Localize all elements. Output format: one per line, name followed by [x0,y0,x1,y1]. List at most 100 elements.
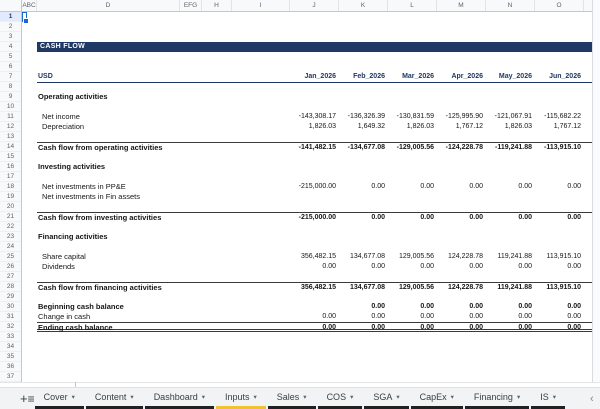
row-label-cell[interactable]: Investing activities [38,162,106,171]
value-cell[interactable]: -141,482.15 [298,144,336,151]
row-header-34[interactable]: 34 [0,342,21,352]
value-cell[interactable]: 0.00 [371,263,385,270]
currency-label-cell[interactable]: USD [38,73,53,80]
row-header-10[interactable]: 10 [0,102,21,112]
row-header-12[interactable]: 12 [0,122,21,132]
sheet-tab-financing[interactable]: Financing ▾ [464,388,530,409]
value-cell[interactable]: 0.00 [567,324,581,331]
fill-handle[interactable] [23,18,29,24]
add-sheet-button[interactable]: + [20,391,28,406]
value-cell[interactable]: 0.00 [567,263,581,270]
value-cell[interactable]: -115,682.22 [544,113,581,120]
value-cell[interactable]: 113,915.10 [546,284,581,291]
value-cell[interactable]: 0.00 [322,263,336,270]
column-header-ABC[interactable]: ABC [22,0,37,11]
value-cell[interactable]: 0.00 [469,324,483,331]
row-header-18[interactable]: 18 [0,182,21,192]
value-cell[interactable]: 1,767.12 [553,123,581,130]
row-header-17[interactable]: 17 [0,172,21,182]
chevron-down-icon[interactable]: ▾ [396,394,400,401]
sheet-tab-content[interactable]: Content ▾ [85,388,143,409]
value-cell[interactable]: -130,831.59 [396,113,434,120]
value-cell[interactable]: 0.00 [567,214,581,221]
sheet-tab-dashboard[interactable]: Dashboard ▾ [144,388,214,409]
value-cell[interactable]: 0.00 [518,263,532,270]
value-cell[interactable]: 0.00 [371,214,385,221]
value-cell[interactable]: 1,649.32 [357,123,385,130]
row-header-15[interactable]: 15 [0,152,21,162]
chevron-down-icon[interactable]: ▾ [552,394,556,401]
row-header-37[interactable]: 37 [0,372,21,382]
row-header-32[interactable]: 32 [0,322,21,332]
value-cell[interactable]: 119,241.88 [497,284,532,291]
row-header-11[interactable]: 11 [0,112,21,122]
row-header-5[interactable]: 5 [0,52,21,62]
row-header-23[interactable]: 23 [0,232,21,242]
value-cell[interactable]: 0.00 [567,303,581,310]
value-cell[interactable]: 124,228.78 [447,284,483,291]
value-cell[interactable]: 356,482.15 [300,284,336,291]
value-cell[interactable]: 0.00 [420,263,434,270]
chevron-down-icon[interactable]: ▾ [201,394,205,401]
value-cell[interactable]: 0.00 [371,303,385,310]
row-label-cell[interactable]: Ending cash balance [38,323,113,332]
row-header-20[interactable]: 20 [0,202,21,212]
sheet-tab-inputs[interactable]: Inputs ▾ [215,388,266,409]
row-label-cell[interactable]: Depreciation [42,122,85,131]
value-cell[interactable]: 0.00 [420,303,434,310]
row-label-cell[interactable]: Share capital [42,252,86,261]
value-cell[interactable]: 0.00 [469,214,483,221]
row-header-3[interactable]: 3 [0,32,21,42]
column-header-O[interactable]: O [535,0,584,11]
value-cell[interactable]: 0.00 [420,324,434,331]
row-header-14[interactable]: 14 [0,142,21,152]
value-cell[interactable]: 0.00 [469,183,483,190]
row-header-31[interactable]: 31 [0,312,21,322]
chevron-down-icon[interactable]: ▾ [130,394,134,401]
value-cell[interactable]: -119,241.88 [495,144,532,151]
month-header-cell[interactable]: Jan_2026 [304,73,336,80]
month-header-cell[interactable]: Mar_2026 [402,73,434,80]
tabs-scroll-left-icon[interactable]: ‹ [589,392,594,405]
value-cell[interactable]: -129,005.56 [396,144,434,151]
row-header-16[interactable]: 16 [0,162,21,172]
row-label-cell[interactable]: Beginning cash balance [38,302,124,311]
row-header-8[interactable]: 8 [0,82,21,92]
cash-flow-title-cell[interactable]: CASH FLOW [37,42,592,52]
chevron-down-icon[interactable]: ▾ [303,394,307,401]
value-cell[interactable]: 0.00 [371,313,385,320]
value-cell[interactable]: -125,995.90 [445,113,483,120]
column-header-J[interactable]: J [290,0,339,11]
row-header-7[interactable]: 7 [0,72,21,82]
value-cell[interactable]: 0.00 [567,183,581,190]
value-cell[interactable]: 0.00 [518,183,532,190]
value-cell[interactable]: 134,677.08 [349,253,385,260]
value-cell[interactable]: 0.00 [518,324,532,331]
row-header-9[interactable]: 9 [0,92,21,102]
value-cell[interactable]: 113,915.10 [546,253,581,260]
row-header-30[interactable]: 30 [0,302,21,312]
chevron-down-icon[interactable]: ▾ [516,394,521,401]
value-cell[interactable]: 1,826.03 [406,123,434,130]
value-cell[interactable]: 0.00 [322,313,336,320]
value-cell[interactable]: -215,000.00 [298,214,336,221]
value-cell[interactable]: -124,228.78 [445,144,483,151]
month-header-cell[interactable]: May_2026 [498,73,532,80]
row-header-13[interactable]: 13 [0,132,21,142]
select-all-corner[interactable] [0,0,22,12]
column-header-K[interactable]: K [339,0,388,11]
value-cell[interactable]: 0.00 [322,324,336,331]
column-header-M[interactable]: M [437,0,486,11]
month-header-cell[interactable]: Apr_2026 [451,73,483,80]
row-label-cell[interactable]: Financing activities [38,232,108,241]
value-cell[interactable]: 0.00 [518,303,532,310]
chevron-down-icon[interactable]: ▾ [253,394,257,401]
value-cell[interactable]: -215,000.00 [298,183,336,190]
value-cell[interactable]: 0.00 [567,313,581,320]
row-label-cell[interactable]: Change in cash [38,312,91,321]
value-cell[interactable]: 129,005.56 [398,284,434,291]
row-label-cell[interactable]: Cash flow from financing activities [38,283,162,292]
column-header-N[interactable]: N [486,0,535,11]
month-header-cell[interactable]: Feb_2026 [353,73,385,80]
row-label-cell[interactable]: Dividends [42,262,75,271]
